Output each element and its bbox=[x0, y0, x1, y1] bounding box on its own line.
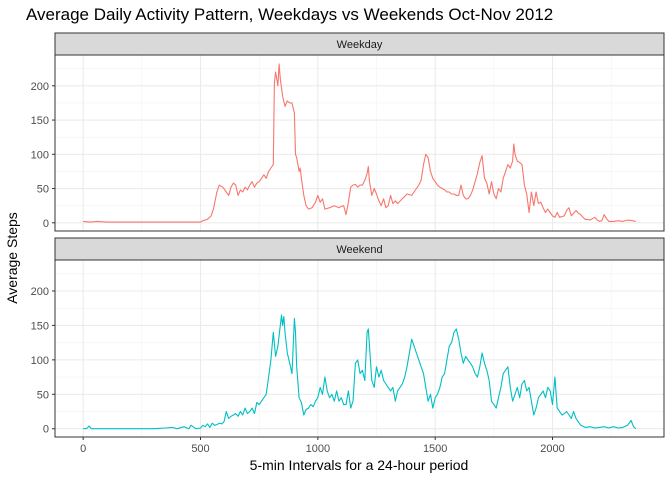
x-tick-label: 1000 bbox=[306, 443, 330, 455]
facet-panel-weekday: Weekday 0 50 100 150 200 bbox=[31, 32, 665, 232]
y-tick-label: 150 bbox=[31, 320, 49, 332]
facet-strip-label: Weekend bbox=[336, 244, 382, 256]
y-tick-label: 150 bbox=[31, 115, 49, 127]
y-tick-label: 0 bbox=[43, 218, 49, 230]
x-tick-label: 500 bbox=[191, 443, 209, 455]
panel-border bbox=[54, 259, 665, 438]
y-tick-label: 50 bbox=[37, 184, 49, 196]
y-axis-title: Average Steps bbox=[4, 212, 20, 304]
y-tick-label: 0 bbox=[43, 424, 49, 436]
series-line-weekday bbox=[83, 63, 636, 223]
x-axis-title: 5-min Intervals for a 24-hour period bbox=[250, 457, 469, 473]
y-tick-label: 200 bbox=[31, 286, 49, 298]
x-tick-label: 2000 bbox=[540, 443, 564, 455]
y-tick-label: 100 bbox=[31, 355, 49, 367]
x-tick-label: 0 bbox=[80, 443, 86, 455]
series-line-weekend bbox=[83, 314, 637, 430]
y-tick-label: 200 bbox=[31, 81, 49, 93]
y-tick-label: 100 bbox=[31, 149, 49, 161]
chart-title: Average Daily Activity Pattern, Weekdays… bbox=[26, 5, 553, 24]
y-tick-label: 50 bbox=[37, 389, 49, 401]
facet-strip-label: Weekday bbox=[337, 39, 383, 51]
x-tick-label: 1500 bbox=[423, 443, 447, 455]
panel-border bbox=[54, 54, 665, 232]
